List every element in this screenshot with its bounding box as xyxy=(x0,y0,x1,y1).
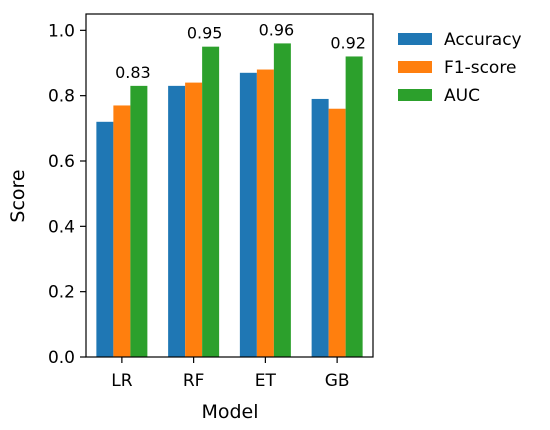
y-axis: 0.0 0.2 0.4 0.6 0.8 1.0 xyxy=(48,21,86,368)
bar-accuracy-rf xyxy=(168,85,186,357)
bar-auc-rf xyxy=(202,46,220,358)
legend-label-auc: AUC xyxy=(444,86,480,106)
bar-auc-lr xyxy=(130,85,148,357)
y-axis-title: Score xyxy=(7,169,29,222)
y-tick-label: 0.8 xyxy=(48,87,75,107)
bar-f1-score-lr xyxy=(113,105,131,357)
legend-swatch-accuracy xyxy=(398,33,432,45)
plot-area: 0.83 0.95 0.96 0.92 xyxy=(85,13,374,358)
x-tick-label-et: ET xyxy=(255,371,277,391)
bar-f1-score-rf xyxy=(185,82,203,357)
data-label-gb: 0.92 xyxy=(330,33,366,52)
bar-accuracy-gb xyxy=(311,98,329,357)
x-axis: LR RF ET GB xyxy=(111,357,350,391)
legend: Accuracy F1-score AUC xyxy=(398,30,522,106)
data-label-lr: 0.83 xyxy=(115,63,151,82)
x-tick-label-gb: GB xyxy=(325,371,350,391)
y-tick-label: 1.0 xyxy=(48,21,75,41)
bar-accuracy-et xyxy=(239,72,257,358)
data-label-et: 0.96 xyxy=(259,20,295,39)
y-tick-label: 0.6 xyxy=(48,152,75,172)
x-tick-label-lr: LR xyxy=(111,371,132,391)
x-tick-label-rf: RF xyxy=(183,371,205,391)
data-label-rf: 0.95 xyxy=(187,24,223,43)
legend-swatch-auc xyxy=(398,89,432,101)
plot-frame xyxy=(85,13,374,358)
legend-label-f1-score: F1-score xyxy=(444,58,516,78)
bar-auc-et xyxy=(273,43,291,358)
bar-f1-score-et xyxy=(256,69,274,358)
bar-auc-gb xyxy=(345,56,363,357)
x-axis-title: Model xyxy=(201,401,258,423)
y-tick-label: 0.4 xyxy=(48,217,75,237)
bar-accuracy-lr xyxy=(96,121,114,357)
legend-swatch-f1-score xyxy=(398,61,432,73)
y-tick-label: 0.2 xyxy=(48,283,75,303)
y-tick-label: 0.0 xyxy=(48,348,75,368)
bar-f1-score-gb xyxy=(328,108,346,357)
legend-label-accuracy: Accuracy xyxy=(444,30,522,50)
